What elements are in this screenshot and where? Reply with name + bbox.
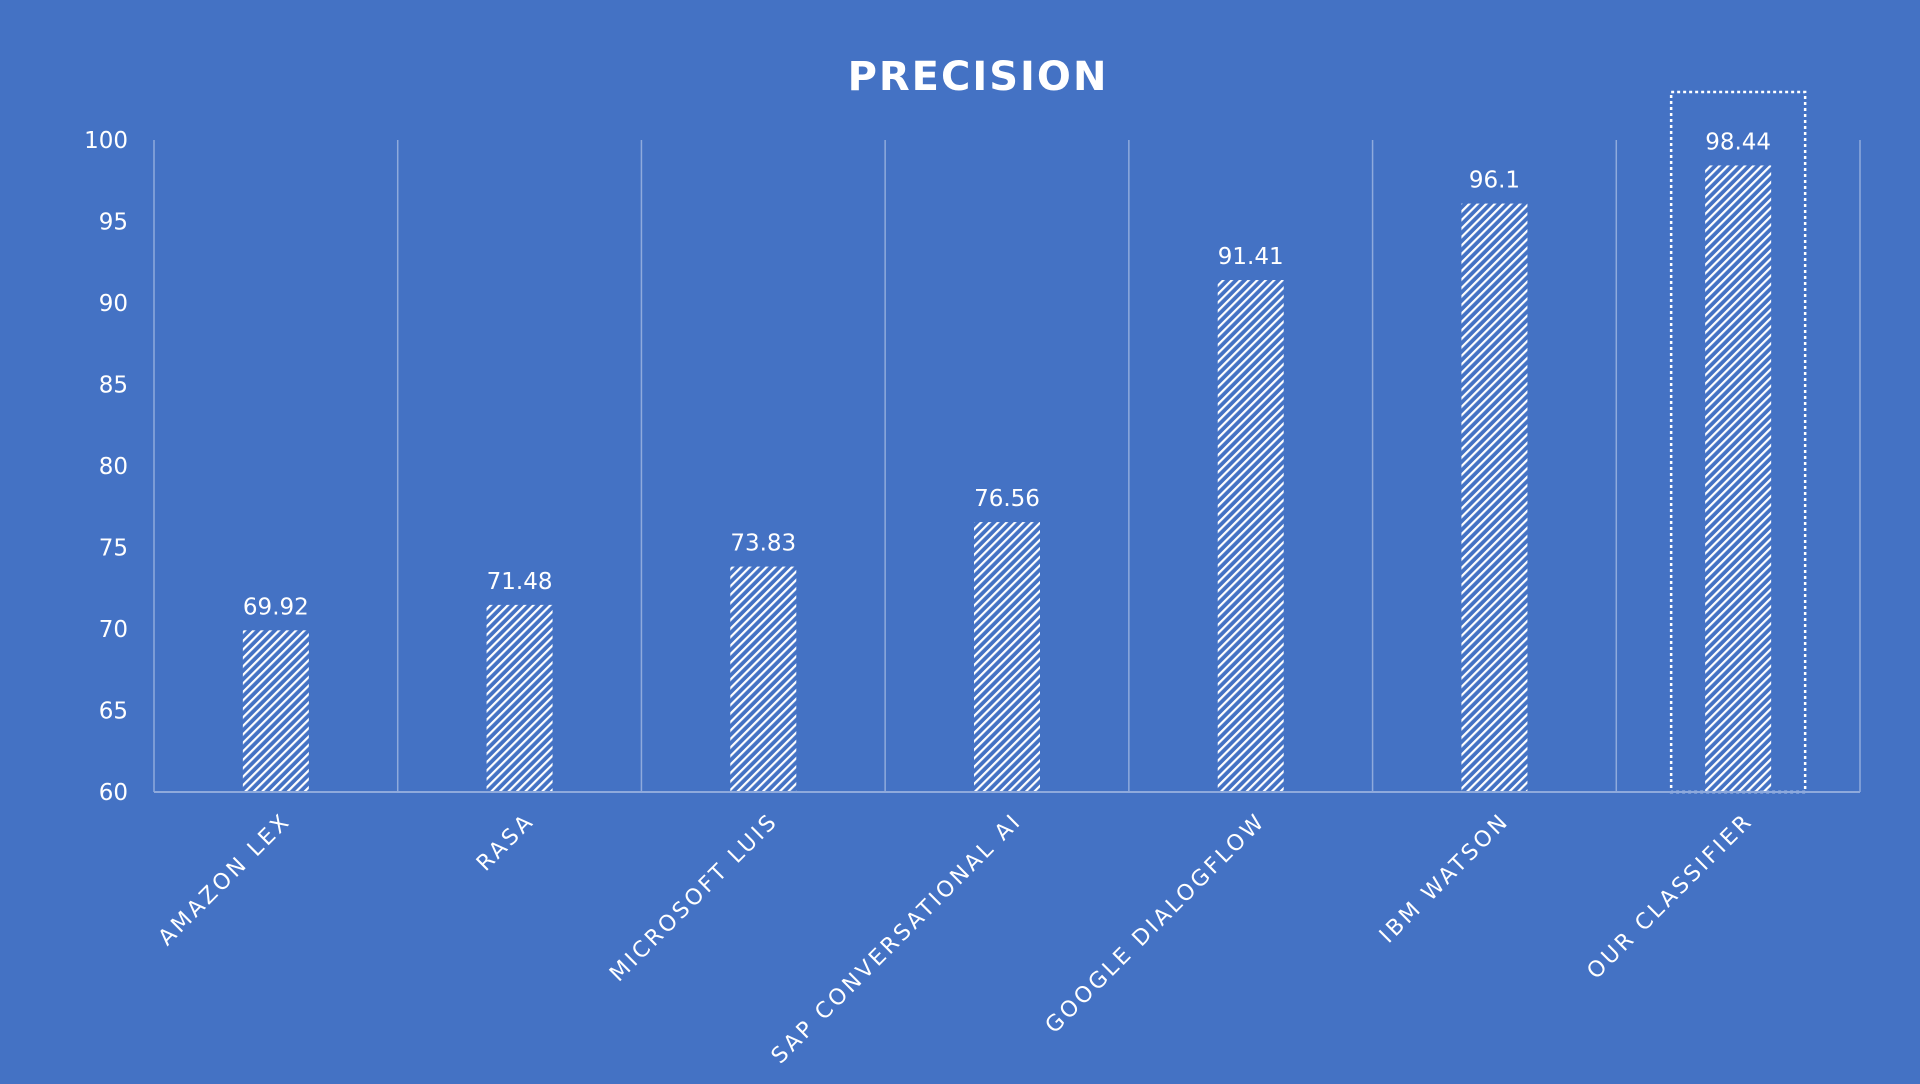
y-axis: 60 65 70 75 80 85 90 95 100 — [84, 128, 128, 806]
bar — [486, 604, 553, 792]
bar — [242, 630, 309, 792]
data-label: 71.48 — [487, 569, 553, 595]
x-category-label: AMAZON LEX — [154, 809, 296, 951]
bar — [1461, 203, 1528, 792]
data-label: 98.44 — [1705, 129, 1771, 155]
bar — [1217, 280, 1284, 792]
y-tick-label: 95 — [99, 210, 128, 236]
bar — [730, 566, 797, 792]
data-label: 91.41 — [1218, 244, 1284, 270]
chart-title: PRECISION — [848, 54, 1109, 100]
x-category-label: SAP CONVERSATIONAL AI — [767, 809, 1027, 1069]
y-tick-label: 70 — [99, 617, 128, 643]
bar — [974, 522, 1040, 792]
bars — [242, 90, 1807, 794]
y-tick-label: 60 — [99, 780, 128, 806]
y-tick-label: 100 — [84, 128, 128, 154]
x-category-label: OUR CLASSIFIER — [1583, 809, 1759, 985]
y-tick-label: 80 — [99, 454, 128, 480]
x-category-label: GOOGLE DIALOGFLOW — [1041, 809, 1271, 1039]
x-category-label: MICROSOFT LUIS — [605, 809, 783, 987]
data-label: 69.92 — [243, 594, 309, 620]
y-tick-label: 75 — [99, 536, 128, 562]
data-labels: 69.92 71.48 73.83 76.56 91.41 96.1 98.44 — [243, 129, 1771, 620]
data-label: 96.1 — [1469, 168, 1520, 194]
data-label: 73.83 — [730, 531, 796, 557]
data-label: 76.56 — [974, 486, 1040, 512]
y-tick-label: 65 — [99, 699, 128, 725]
gridlines — [153, 140, 1861, 792]
x-category-label: IBM WATSON — [1375, 809, 1515, 949]
bar — [1705, 165, 1772, 793]
y-tick-label: 85 — [99, 373, 128, 399]
y-tick-label: 90 — [99, 291, 128, 317]
x-category-label: RASA — [472, 809, 540, 877]
